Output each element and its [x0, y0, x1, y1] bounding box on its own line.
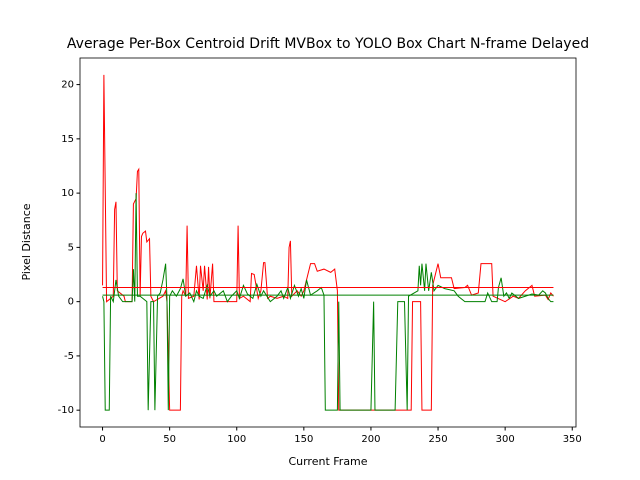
y-tick-label: -5	[64, 351, 74, 362]
y-tick-label: 0	[68, 297, 74, 308]
y-tick-label: 20	[61, 80, 74, 91]
plot-frame	[79, 57, 577, 428]
y-axis-label: Pixel Distance	[20, 203, 33, 280]
x-tick-label: 150	[294, 434, 313, 445]
y-tick-label: 15	[61, 134, 74, 145]
x-tick-label: 200	[361, 434, 380, 445]
x-tick-label: 100	[227, 434, 246, 445]
chart-title: Average Per-Box Centroid Drift MVBox to …	[67, 36, 589, 52]
x-tick-label: 250	[428, 434, 447, 445]
y-tick-label: 5	[68, 242, 74, 253]
x-axis-label: Current Frame	[288, 455, 367, 468]
y-tick-label: -10	[58, 405, 74, 416]
data-line	[102, 193, 554, 411]
x-tick-label: 300	[496, 434, 515, 445]
x-tick-label: 50	[163, 434, 176, 445]
x-tick-label: 350	[563, 434, 582, 445]
x-tick-label: 0	[99, 434, 105, 445]
y-tick-label: 10	[61, 188, 74, 199]
